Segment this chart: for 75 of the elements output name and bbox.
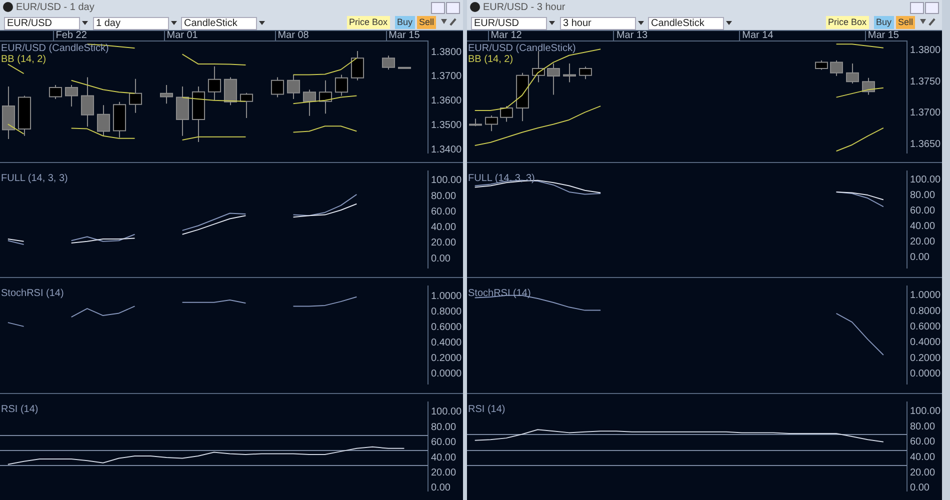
y-tick-label: 80.00 xyxy=(431,422,456,433)
y-tick-label: 1.3800 xyxy=(431,46,462,58)
x-tick-label: Mar 15 xyxy=(868,30,900,41)
x-tick-label: Mar 12 xyxy=(490,30,522,41)
y-tick-label: 1.3700 xyxy=(910,108,942,119)
y-tick-label: 0.8000 xyxy=(910,306,942,317)
y-tick-label: 100.00 xyxy=(431,175,462,186)
y-tick-label: 0.6000 xyxy=(910,322,942,333)
text: Price Box xyxy=(347,16,390,29)
text: 3 hour xyxy=(560,17,636,30)
y-tick-label: 0.6000 xyxy=(431,322,462,333)
y-tick-label: 80.00 xyxy=(431,190,456,202)
text: Price Box xyxy=(826,16,869,29)
y-tick-label: 0.0000 xyxy=(431,368,462,380)
y-tick-label: 0.2000 xyxy=(431,353,462,364)
text: CandleStick xyxy=(181,17,257,30)
y-tick-label: 0.00 xyxy=(431,482,451,494)
x-tick-label: Mar 08 xyxy=(278,30,310,41)
y-tick-label: 40.00 xyxy=(431,452,456,464)
chart-title: StochRSI (14) xyxy=(1,288,64,299)
y-tick-label: 0.4000 xyxy=(431,338,462,349)
y-tick-label: 1.3700 xyxy=(431,71,462,82)
y-tick-label: 20.00 xyxy=(910,467,936,478)
text: CandleStick xyxy=(648,17,724,30)
text: EUR/USD xyxy=(4,17,80,30)
y-tick-label: 100.00 xyxy=(431,406,462,418)
text: BB (14, 2) xyxy=(1,54,46,65)
y-tick-label: 1.0000 xyxy=(910,290,942,302)
chart-title: RSI (14) xyxy=(1,404,38,415)
text: 1 day xyxy=(93,17,169,30)
y-tick-label: 1.3750 xyxy=(910,76,942,88)
y-tick-label: 1.3500 xyxy=(431,120,462,132)
text: EUR/USD - 1 day xyxy=(16,2,94,13)
y-tick-label: 0.2000 xyxy=(910,352,942,364)
chart-title: FULL (14, 3, 3) xyxy=(1,172,68,184)
y-tick-label: 0.00 xyxy=(910,252,930,263)
text: Sell xyxy=(417,16,436,29)
y-tick-label: 1.3800 xyxy=(910,45,942,56)
x-tick-label: Feb 22 xyxy=(56,30,88,41)
y-tick-label: 100.00 xyxy=(910,174,942,186)
y-tick-label: 60.00 xyxy=(431,206,456,218)
x-tick-label: Mar 14 xyxy=(742,30,774,41)
y-tick-label: 1.0000 xyxy=(431,290,462,302)
text: EUR/USD xyxy=(471,17,547,30)
text: EUR/USD - 3 hour xyxy=(483,2,566,13)
y-tick-label: 40.00 xyxy=(910,452,936,463)
text: Buy xyxy=(395,16,415,29)
y-tick-label: 20.00 xyxy=(910,236,936,248)
x-tick-label: Mar 15 xyxy=(388,30,420,41)
chart-title: EUR/USD (CandleStick) xyxy=(468,42,576,54)
y-tick-label: 60.00 xyxy=(431,437,456,448)
x-tick-label: Mar 13 xyxy=(616,30,648,41)
y-tick-label: 80.00 xyxy=(910,190,936,201)
y-tick-label: 60.00 xyxy=(910,436,936,448)
y-tick-label: 80.00 xyxy=(910,421,936,432)
x-tick-label: Mar 01 xyxy=(166,30,198,41)
y-tick-label: 40.00 xyxy=(431,222,456,234)
y-tick-label: 0.00 xyxy=(431,253,451,264)
y-tick-label: 1.3400 xyxy=(431,144,462,156)
chart-title: EUR/USD (CandleStick) xyxy=(1,42,109,54)
chart-title: RSI (14) xyxy=(468,404,506,415)
y-tick-label: 0.8000 xyxy=(431,306,462,318)
y-tick-label: 40.00 xyxy=(910,220,936,232)
y-tick-label: 0.4000 xyxy=(910,337,942,348)
y-tick-label: 0.0000 xyxy=(910,368,942,380)
text: Sell xyxy=(896,16,916,29)
y-tick-label: 20.00 xyxy=(431,467,456,478)
y-tick-label: 60.00 xyxy=(910,205,936,216)
text: Buy xyxy=(874,16,894,29)
text: BB (14, 2) xyxy=(468,54,514,65)
y-tick-label: 0.00 xyxy=(910,482,930,494)
y-tick-label: 1.3600 xyxy=(431,96,462,107)
y-tick-label: 20.00 xyxy=(431,238,456,249)
y-tick-label: 1.3650 xyxy=(910,138,942,150)
y-tick-label: 100.00 xyxy=(910,406,942,417)
